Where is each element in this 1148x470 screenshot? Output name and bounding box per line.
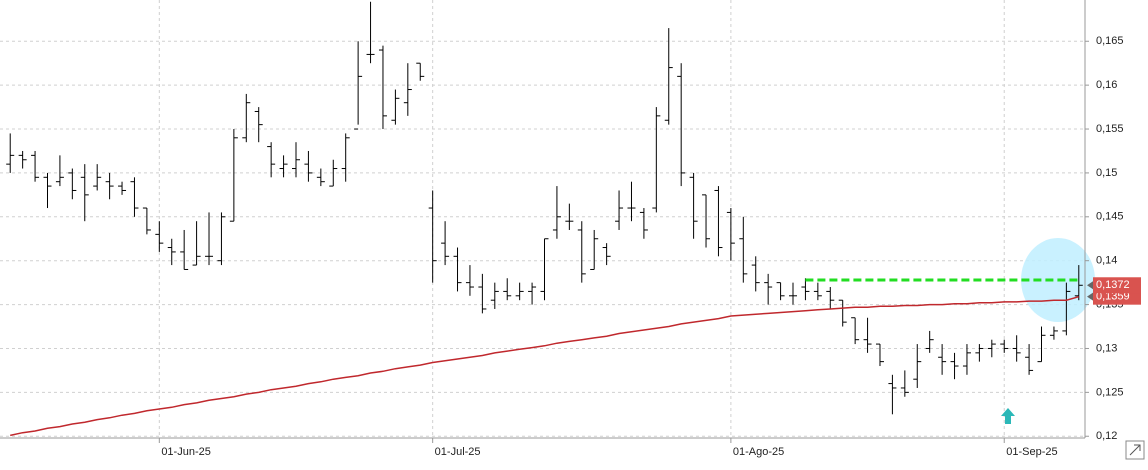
y-tick-label: 0,125 (1096, 386, 1124, 398)
y-tick-label: 0,165 (1096, 35, 1124, 47)
grid (0, 0, 1085, 438)
arrow-up (1001, 408, 1015, 424)
last-price-label: 0,1372 (1096, 279, 1130, 291)
x-tick-label: 01-Sep-25 (1006, 446, 1057, 458)
y-tick-label: 0,155 (1096, 123, 1124, 135)
last-price-box (1093, 277, 1141, 294)
corner-icon-glyph (1129, 444, 1141, 456)
y-tick-label: 0,12 (1096, 430, 1117, 442)
y-tick-label: 0,14 (1096, 255, 1117, 267)
last-price-pointer (1087, 281, 1093, 290)
moving-average (10, 295, 1080, 437)
x-tick-label: 01-Ago-25 (733, 446, 784, 458)
y-tick-label: 0,16 (1096, 79, 1117, 91)
y-tick-label: 0,15 (1096, 167, 1117, 179)
last-price-label: 0,1359 (1096, 291, 1130, 303)
y-tick-label: 0,145 (1096, 211, 1124, 223)
x-tick-label: 01-Jul-25 (435, 446, 481, 458)
y-tick-label: 0,13 (1096, 342, 1117, 354)
x-tick-label: 01-Jun-25 (161, 446, 211, 458)
last-price-pointer (1087, 292, 1093, 301)
